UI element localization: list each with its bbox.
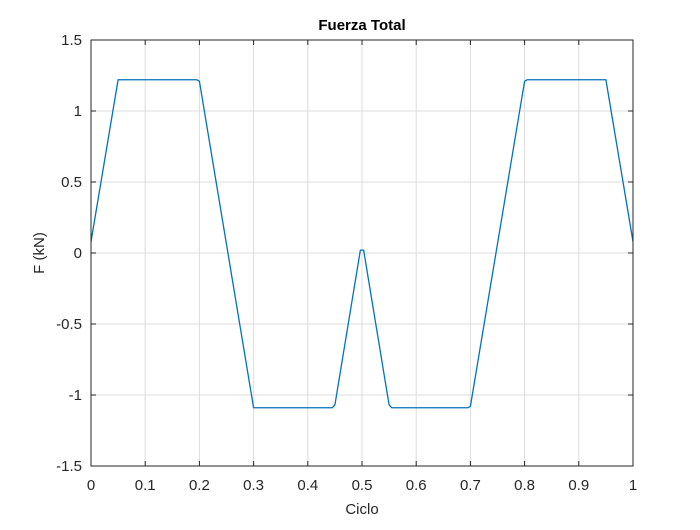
y-tick-label: -1.5 [56,458,82,475]
y-axis-ticks: -1.5 -1 -0.5 0 0.5 1 1.5 [56,32,633,475]
grid [91,40,633,466]
x-tick-label: 0.8 [514,477,535,494]
y-axis-label: F (kN) [31,232,48,274]
x-tick-label: 1 [629,477,637,494]
x-tick-label: 0.5 [352,477,373,494]
y-tick-label: 1 [74,103,82,120]
x-tick-label: 0.9 [568,477,589,494]
x-tick-label: 0.1 [135,477,156,494]
x-tick-label: 0.3 [243,477,264,494]
chart-title: Fuerza Total [318,17,405,34]
series-line [90,79,634,409]
y-tick-label: 0.5 [61,174,82,191]
x-axis-ticks: 0 0.1 0.2 0.3 0.4 0.5 0.6 0.7 0.8 0.9 1 [87,40,637,494]
x-axis-label: Ciclo [345,501,378,518]
x-tick-label: 0.2 [189,477,210,494]
x-tick-label: 0 [87,477,95,494]
y-tick-label: -0.5 [56,316,82,333]
y-tick-label: 1.5 [61,32,82,49]
series-layer [90,79,634,409]
y-tick-label: -1 [69,387,82,404]
x-tick-label: 0.4 [297,477,318,494]
x-tick-label: 0.6 [406,477,427,494]
y-tick-label: 0 [74,245,82,262]
x-tick-label: 0.7 [460,477,481,494]
